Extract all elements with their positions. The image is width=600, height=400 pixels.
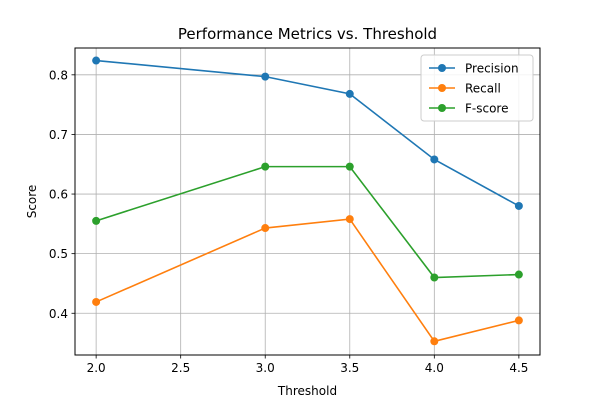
x-tick-label: 4.5 <box>509 361 528 375</box>
y-tick-label: 0.8 <box>49 68 68 82</box>
recall-point <box>92 297 101 306</box>
f-score-line <box>95 165 519 279</box>
y-axis: 0.4 0.5 0.6 0.7 0.8 <box>49 68 75 321</box>
chart-title: Performance Metrics vs. Threshold <box>178 25 437 43</box>
legend-f-score-marker <box>438 104 446 112</box>
plot-frame <box>74 47 541 356</box>
x-tick-label: 3.5 <box>340 361 359 375</box>
f-score-point <box>514 270 523 279</box>
f-score-point <box>261 162 270 171</box>
precision-point <box>261 72 270 81</box>
f-score-point <box>430 273 439 282</box>
x-tick-label: 2.5 <box>171 361 190 375</box>
recall-line <box>95 218 520 343</box>
recall-point <box>514 316 523 325</box>
legend-box <box>420 54 534 122</box>
y-tick-label: 0.7 <box>49 128 68 142</box>
legend-recall-marker <box>438 84 446 92</box>
y-tick-label: 0.4 <box>49 307 68 321</box>
x-tick-label: 4.0 <box>425 361 444 375</box>
recall-point <box>261 224 270 233</box>
legend-recall-label: Recall <box>465 82 501 96</box>
legend-precision-label: Precision <box>465 62 519 76</box>
series-group <box>92 56 523 346</box>
f-score-point <box>345 162 354 171</box>
legend-precision-marker <box>438 64 446 72</box>
recall-point <box>345 215 354 224</box>
y-tick-label: 0.5 <box>49 247 68 261</box>
legend-f-score-label: F-score <box>465 102 508 116</box>
x-axis: 2.0 2.5 3.0 3.5 4.0 4.5 <box>87 355 528 375</box>
precision-point <box>514 201 523 210</box>
precision-point <box>92 56 101 65</box>
y-axis-title: Score <box>25 185 39 219</box>
precision-point <box>430 155 439 164</box>
y-tick-label: 0.6 <box>49 188 68 202</box>
f-score-point <box>92 216 101 225</box>
legend: Precision Recall F-score <box>420 54 534 122</box>
x-tick-label: 2.0 <box>87 361 106 375</box>
x-tick-label: 3.0 <box>256 361 275 375</box>
precision-point <box>345 89 354 98</box>
recall-point <box>430 337 439 346</box>
x-axis-title: Threshold <box>277 384 337 398</box>
